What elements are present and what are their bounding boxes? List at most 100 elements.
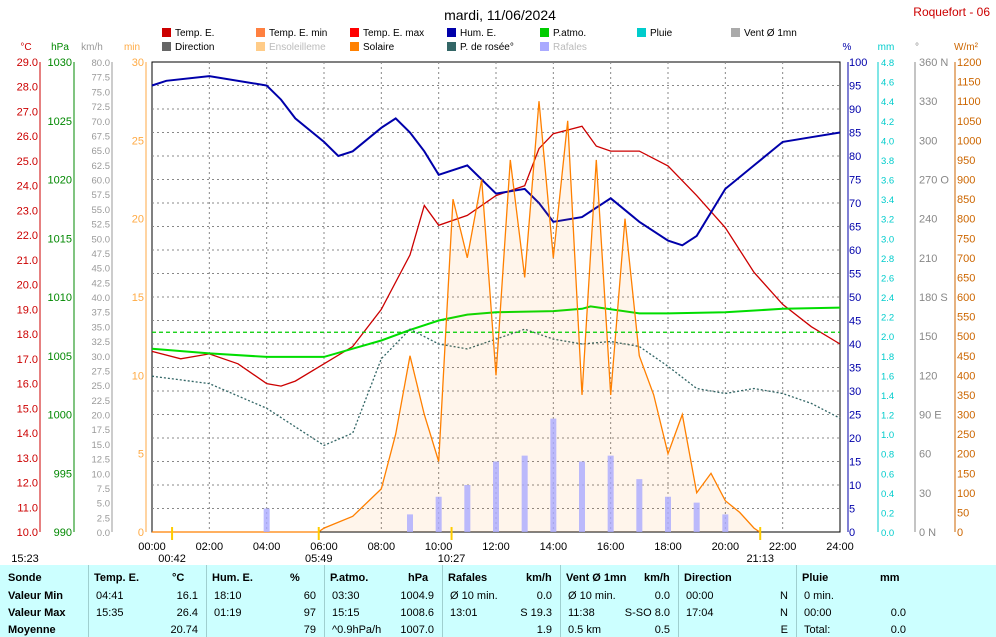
tick-label-solar: 1150 <box>957 77 981 89</box>
tick-label-wind: 72.5 <box>92 102 111 113</box>
stats-column-rain <box>796 565 915 637</box>
tick-label-solar: 1000 <box>957 135 981 147</box>
tick-label-solar: 1050 <box>957 116 981 128</box>
tick-label-sun: 0 <box>138 527 144 539</box>
tick-label-rain: 0.4 <box>881 489 894 500</box>
tick-label-hum: 100 <box>849 57 867 69</box>
tick-label-dir: 300 <box>919 135 937 147</box>
tick-label-solar: 950 <box>957 155 975 167</box>
legend-label: Temp. E. <box>175 28 214 39</box>
legend-label: Vent Ø 1mn <box>744 28 797 39</box>
legend-label: Temp. E. max <box>363 28 424 39</box>
stats-cell-rain-value: 0.0 <box>890 624 906 636</box>
tick-label-solar: 1100 <box>957 96 981 108</box>
series-line-p-de-ros-e- <box>151 328 841 447</box>
tick-label-hum: 0 <box>849 527 855 539</box>
marker-label-sunrise: 05:49 <box>305 553 333 565</box>
row-label-min: Valeur Min <box>8 590 64 602</box>
series-rafales-bar <box>407 514 413 532</box>
tick-label-rain: 0.6 <box>881 469 894 480</box>
stats-cell-press-time: ^0.9hPa/h <box>332 624 382 636</box>
chart-title: mardi, 11/06/2024 <box>444 7 556 23</box>
tick-label-wind: 27.5 <box>92 366 111 377</box>
stats-cell-rain-time: Total: <box>804 624 831 636</box>
tick-label-solar: 900 <box>957 175 975 187</box>
tick-label-rain: 4.2 <box>881 117 894 128</box>
legend-swatch <box>256 42 265 51</box>
tick-label-press: 1000 <box>48 410 72 422</box>
tick-label-wind: 60.0 <box>92 176 111 187</box>
stats-cell-dir-time: 00:00 <box>686 590 714 602</box>
tick-label-wind: 65.0 <box>92 146 111 157</box>
series-line-p-atmo- <box>151 305 841 358</box>
tick-label-wind: 2.5 <box>97 513 110 524</box>
x-tick-label: 14:00 <box>540 541 568 553</box>
tick-label-sun: 30 <box>132 57 144 69</box>
legend-label: Hum. E. <box>460 28 496 39</box>
tick-label-wind: 40.0 <box>92 293 111 304</box>
tick-label-rain: 4.0 <box>881 136 894 147</box>
tick-label-hum: 75 <box>849 175 861 187</box>
stats-cell-wind-value: 0.0 <box>654 590 670 602</box>
stats-cell-press-time: 15:15 <box>332 607 360 619</box>
tick-label-wind: 45.0 <box>92 264 111 275</box>
tick-label-hum: 25 <box>849 410 861 422</box>
stats-cell-hum-value: 60 <box>303 590 316 602</box>
tick-label-temp: 17.0 <box>17 354 38 366</box>
series-rafales-bar <box>665 496 671 532</box>
stats-cell-wind-time: Ø 10 min. <box>568 590 616 602</box>
tick-label-hum: 90 <box>849 104 861 116</box>
tick-label-rain: 3.4 <box>881 195 894 206</box>
legend-label: Pluie <box>650 28 673 39</box>
tick-label-hum: 20 <box>849 433 861 445</box>
tick-label-dir: 30 <box>919 488 931 500</box>
stats-header-hum: Hum. E. <box>212 572 253 584</box>
tick-label-solar: 50 <box>957 507 969 519</box>
tick-label-press: 990 <box>54 527 72 539</box>
tick-label-solar: 600 <box>957 292 975 304</box>
tick-label-hum: 55 <box>849 269 861 281</box>
stats-unit-rain: mm <box>880 572 900 584</box>
axis-unit-solar: W/m² <box>954 42 979 53</box>
legend-swatch <box>256 28 265 37</box>
stats-cell-temp-value: 20.74 <box>170 624 198 636</box>
tick-label-wind: 15.0 <box>92 440 111 451</box>
tick-label-dir: 270 O <box>919 175 949 187</box>
series-rafales-bar <box>493 461 499 532</box>
stats-cell-temp-time: 15:35 <box>96 607 124 619</box>
stats-unit-hum: % <box>290 572 300 584</box>
legend-label: Solaire <box>363 42 395 53</box>
tick-label-wind: 77.5 <box>92 73 111 84</box>
tick-label-temp: 22.0 <box>17 230 38 242</box>
axis-unit-wind: km/h <box>81 42 103 53</box>
series-rafales-bar <box>722 514 729 532</box>
stats-cell-gust-value: S 19.3 <box>520 607 552 619</box>
stats-cell-press-value: 1007.0 <box>400 624 434 636</box>
stats-cell-wind-value: 0.5 <box>654 624 670 636</box>
tick-label-hum: 10 <box>849 480 861 492</box>
x-tick-label: 16:00 <box>597 541 625 553</box>
stats-cell-press-value: 1008.6 <box>400 607 434 619</box>
x-tick-label: 18:00 <box>654 541 682 553</box>
stats-cell-dir-value: N <box>780 590 788 602</box>
stats-column-wind <box>560 565 679 637</box>
tick-label-dir: 360 N <box>919 57 948 69</box>
marker-label-moonset: 00:42 <box>158 553 186 565</box>
stats-cell-gust-time: 13:01 <box>450 607 478 619</box>
axis-unit-sun: min <box>124 42 140 53</box>
tick-label-sun: 25 <box>132 135 144 147</box>
tick-label-wind: 20.0 <box>92 411 111 422</box>
tick-label-dir: 150 <box>919 331 937 343</box>
tick-label-hum: 15 <box>849 457 861 469</box>
tick-label-temp: 13.0 <box>17 453 38 465</box>
tick-label-wind: 52.5 <box>92 220 111 231</box>
stats-header-rain: Pluie <box>802 572 829 584</box>
series-rafales-bar <box>550 418 557 532</box>
stats-cell-gust-time: Ø 10 min. <box>450 590 498 602</box>
tick-label-rain: 2.0 <box>881 332 894 343</box>
legend-swatch <box>731 28 740 37</box>
tick-label-rain: 1.0 <box>881 430 894 441</box>
tick-label-solar: 200 <box>957 449 975 461</box>
tick-label-rain: 1.4 <box>881 391 894 402</box>
series-line-temp-e- <box>151 125 841 387</box>
